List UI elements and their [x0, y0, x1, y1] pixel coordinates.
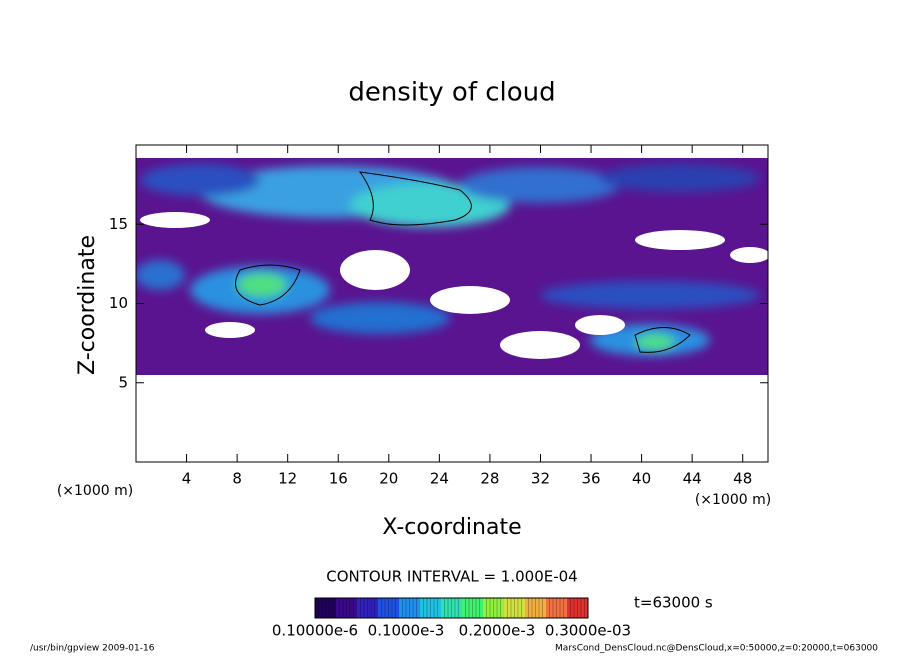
- y-tick-label: 10: [109, 294, 128, 312]
- footer-left: /usr/bin/gpview 2009-01-16: [30, 644, 155, 654]
- contour-interval: CONTOUR INTERVAL = 1.000E-04: [326, 568, 577, 586]
- y-axis-label: Z-coordinate: [75, 235, 100, 375]
- x-tick-label: 4: [182, 470, 192, 488]
- chart-title: density of cloud: [348, 78, 555, 108]
- x-axis-label: X-coordinate: [382, 515, 521, 540]
- x-tick-label: 32: [531, 470, 550, 488]
- colorbar-label: 0.2000e-3: [459, 622, 536, 640]
- y-tick-label: 15: [109, 215, 128, 233]
- x-unit: (×1000 m): [57, 483, 133, 499]
- x-tick-label: 12: [278, 470, 297, 488]
- colorbar-label: 0.10000e-6: [272, 622, 358, 640]
- x-tick-label: 20: [379, 470, 398, 488]
- x-tick-label: 44: [683, 470, 702, 488]
- x-tick-label: 40: [632, 470, 651, 488]
- colorbar-label: 0.1000e-3: [368, 622, 445, 640]
- x-tick-label: 8: [232, 470, 242, 488]
- contour-field: [136, 158, 768, 375]
- colorbar-label: 0.3000e-03: [545, 622, 631, 640]
- x-tick-label: 48: [733, 470, 752, 488]
- x-tick-label: 24: [430, 470, 449, 488]
- x-tick-label: 16: [329, 470, 348, 488]
- footer-right: MarsCond_DensCloud.nc@DensCloud,x=0:5000…: [555, 644, 878, 654]
- x-unit: (×1000 m): [695, 492, 771, 508]
- x-tick-label: 36: [581, 470, 600, 488]
- time-label: t=63000 s: [634, 594, 713, 612]
- y-tick-label: 5: [118, 373, 128, 391]
- colorbar-frame: [314, 597, 589, 619]
- x-tick-label: 28: [480, 470, 499, 488]
